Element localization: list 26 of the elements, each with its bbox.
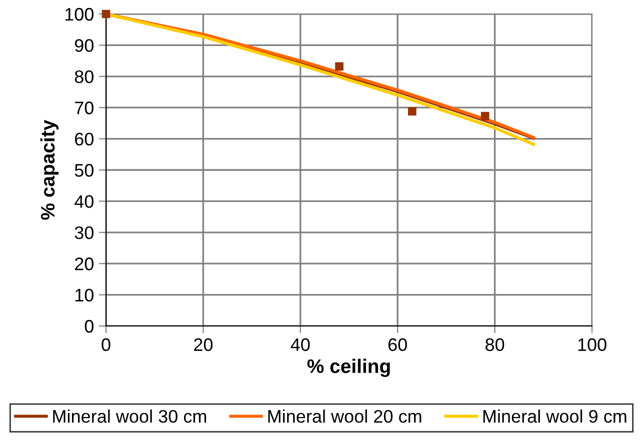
y-tick-label: 0 xyxy=(84,320,94,333)
y-tick-label: 30 xyxy=(74,226,94,240)
y-tick-label: 90 xyxy=(74,39,94,52)
x-tick-label: 60 xyxy=(388,338,407,352)
y-tick-label: 40 xyxy=(74,195,94,208)
y-tick-label: 10 xyxy=(75,288,94,302)
legend-label: Mineral wool 9 cm xyxy=(483,410,626,423)
x-tick-label: 40 xyxy=(290,338,310,352)
x-tick-label: 80 xyxy=(486,338,504,352)
y-axis-title: % capacity xyxy=(40,120,59,220)
point xyxy=(102,10,110,18)
legend-label: Mineral wool 30 cm xyxy=(53,410,206,423)
x-tick-label: 100 xyxy=(578,338,606,352)
point xyxy=(480,112,490,120)
y-tick-label: 60 xyxy=(75,132,94,146)
point xyxy=(408,107,416,116)
x-tick-label: 0 xyxy=(102,338,110,352)
y-tick-label: 70 xyxy=(75,102,94,114)
x-tick-label: 20 xyxy=(194,338,213,352)
y-tick-label: 80 xyxy=(74,70,94,84)
y-tick-label: 20 xyxy=(75,258,94,270)
point xyxy=(335,62,344,71)
y-tick-label: 100 xyxy=(65,8,94,21)
x-axis-title: % ceiling xyxy=(307,358,390,378)
legend-label: Mineral wool 20 cm xyxy=(268,410,422,423)
y-tick-label: 50 xyxy=(74,164,94,177)
